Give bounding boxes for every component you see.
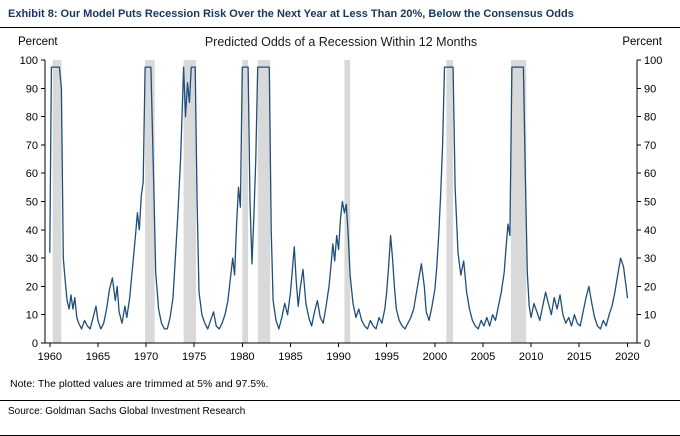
- recession-band: [242, 60, 249, 343]
- x-tick-label: 1970: [134, 351, 158, 363]
- y-tick-label-left: 30: [26, 253, 38, 265]
- x-tick-label: 2000: [423, 351, 447, 363]
- y-tick-label-left: 90: [26, 83, 38, 95]
- y-tick-label-right: 10: [644, 310, 656, 322]
- y-tick-label-right: 70: [644, 140, 656, 152]
- y-tick-label-left: 80: [26, 112, 38, 124]
- y-tick-label-left: 40: [26, 225, 38, 237]
- y-tick-label-left: 50: [26, 197, 38, 209]
- odds-line: [49, 66, 629, 330]
- source-text: Source: Goldman Sachs Global Investment …: [8, 406, 246, 417]
- recession-odds-chart: Percent Predicted Odds of a Recession Wi…: [18, 35, 663, 363]
- x-tick-label: 1960: [38, 351, 62, 363]
- x-tick-label: 2010: [519, 351, 543, 363]
- y-tick-label-right: 30: [644, 253, 656, 265]
- x-tick-label: 1980: [230, 351, 254, 363]
- x-tick-label: 1985: [278, 351, 302, 363]
- y-tick-label-left: 60: [26, 168, 38, 180]
- recession-band: [510, 60, 527, 343]
- y-tick-label-left: 0: [32, 338, 38, 350]
- recession-band: [145, 60, 155, 343]
- recession-band: [257, 60, 271, 343]
- y-tick-label-right: 60: [644, 168, 656, 180]
- x-tick-label: 1995: [374, 351, 398, 363]
- recession-band: [183, 60, 197, 343]
- x-tick-label: 1990: [326, 351, 350, 363]
- chart-title: Predicted Odds of a Recession Within 12 …: [205, 35, 477, 49]
- y-tick-label-right: 20: [644, 281, 656, 293]
- y-tick-label-left: 70: [26, 140, 38, 152]
- x-tick-label: 1965: [86, 351, 110, 363]
- y-tick-label-right: 90: [644, 83, 656, 95]
- x-tick-label: 2005: [471, 351, 495, 363]
- exhibit-title: Exhibit 8: Our Model Puts Recession Risk…: [0, 0, 680, 28]
- y-tick-label-left: 10: [26, 310, 38, 322]
- chart-note: Note: The plotted values are trimmed at …: [10, 378, 269, 390]
- y-tick-label-left: 20: [26, 281, 38, 293]
- y-tick-label-left: 100: [20, 55, 38, 67]
- recession-band: [446, 60, 454, 343]
- x-tick-label: 2015: [567, 351, 591, 363]
- y-tick-label-right: 100: [644, 55, 662, 67]
- x-tick-label: 1975: [182, 351, 206, 363]
- y-tick-label-right: 50: [644, 197, 656, 209]
- y-tick-label-right: 80: [644, 112, 656, 124]
- y-tick-label-right: 40: [644, 225, 656, 237]
- recession-band: [52, 60, 62, 343]
- right-axis-unit-label: Percent: [622, 36, 662, 48]
- y-tick-label-right: 0: [644, 338, 650, 350]
- source-row: Source: Goldman Sachs Global Investment …: [0, 400, 680, 417]
- x-tick-label: 2020: [615, 351, 639, 363]
- left-axis-unit-label: Percent: [18, 36, 58, 48]
- recession-band: [344, 60, 351, 343]
